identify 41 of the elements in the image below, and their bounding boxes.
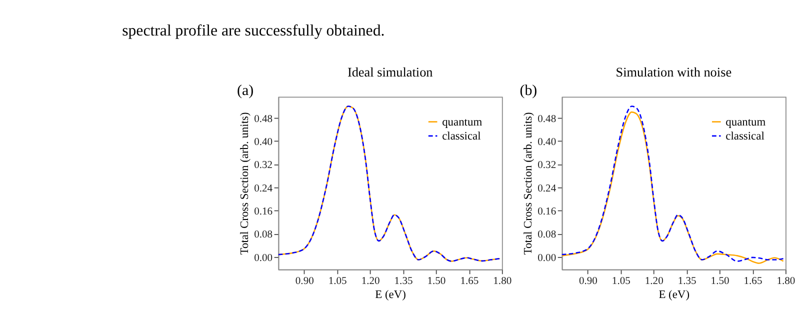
- x-tick-label: 1.50: [427, 276, 446, 287]
- y-tick-label: 0.08: [538, 230, 556, 241]
- x-tick-label: 0.90: [578, 276, 598, 287]
- x-tick-label: 1.20: [361, 276, 380, 287]
- y-tick-label: 0.32: [538, 160, 556, 172]
- legend-label: classical: [726, 130, 764, 142]
- y-tick-label: 0.32: [254, 160, 273, 172]
- legend-label: quantum: [726, 116, 766, 128]
- y-tick-label: 0.16: [254, 206, 273, 218]
- y-tick-label: 0.40: [538, 136, 556, 148]
- x-tick-label: 0.90: [295, 276, 314, 287]
- text: (a): [236, 82, 254, 99]
- x-tick-label: 1.65: [460, 276, 479, 287]
- text: spectral profile are successfully obtained.: [122, 22, 385, 40]
- x-tick-label: 1.35: [678, 276, 696, 287]
- y-axis-title: Total Cross Section (arb. units): [238, 112, 251, 255]
- x-tick-label: 1.05: [328, 276, 347, 287]
- x-tick-label: 1.50: [710, 276, 730, 287]
- y-axis-title: Total Cross Section (arb. units): [522, 112, 534, 255]
- x-tick-label: 1.35: [394, 276, 413, 287]
- text: (b): [520, 82, 538, 99]
- y-tick-label: 0.08: [254, 230, 273, 241]
- x-axis-title: E (eV): [658, 288, 690, 301]
- chart-title: Ideal simulation: [347, 64, 434, 80]
- y-tick-label: 0.48: [254, 114, 273, 125]
- y-tick-label: 0.00: [538, 252, 556, 264]
- x-tick-label: 1.80: [776, 276, 796, 287]
- y-tick-label: 0.16: [538, 206, 556, 218]
- y-tick-label: 0.00: [254, 252, 273, 264]
- x-tick-label: 1.20: [644, 276, 664, 287]
- legend-label: classical: [442, 130, 481, 142]
- x-tick-label: 1.80: [493, 276, 512, 287]
- y-tick-label: 0.24: [254, 183, 274, 194]
- legend-label: quantum: [442, 116, 482, 128]
- chart-title: Simulation with noise: [616, 64, 732, 80]
- y-tick-label: 0.24: [538, 183, 557, 194]
- x-tick-label: 1.65: [744, 276, 762, 287]
- x-tick-label: 1.05: [612, 276, 630, 287]
- x-axis-title: E (eV): [375, 288, 406, 301]
- y-tick-label: 0.40: [254, 136, 273, 148]
- y-tick-label: 0.48: [538, 114, 556, 125]
